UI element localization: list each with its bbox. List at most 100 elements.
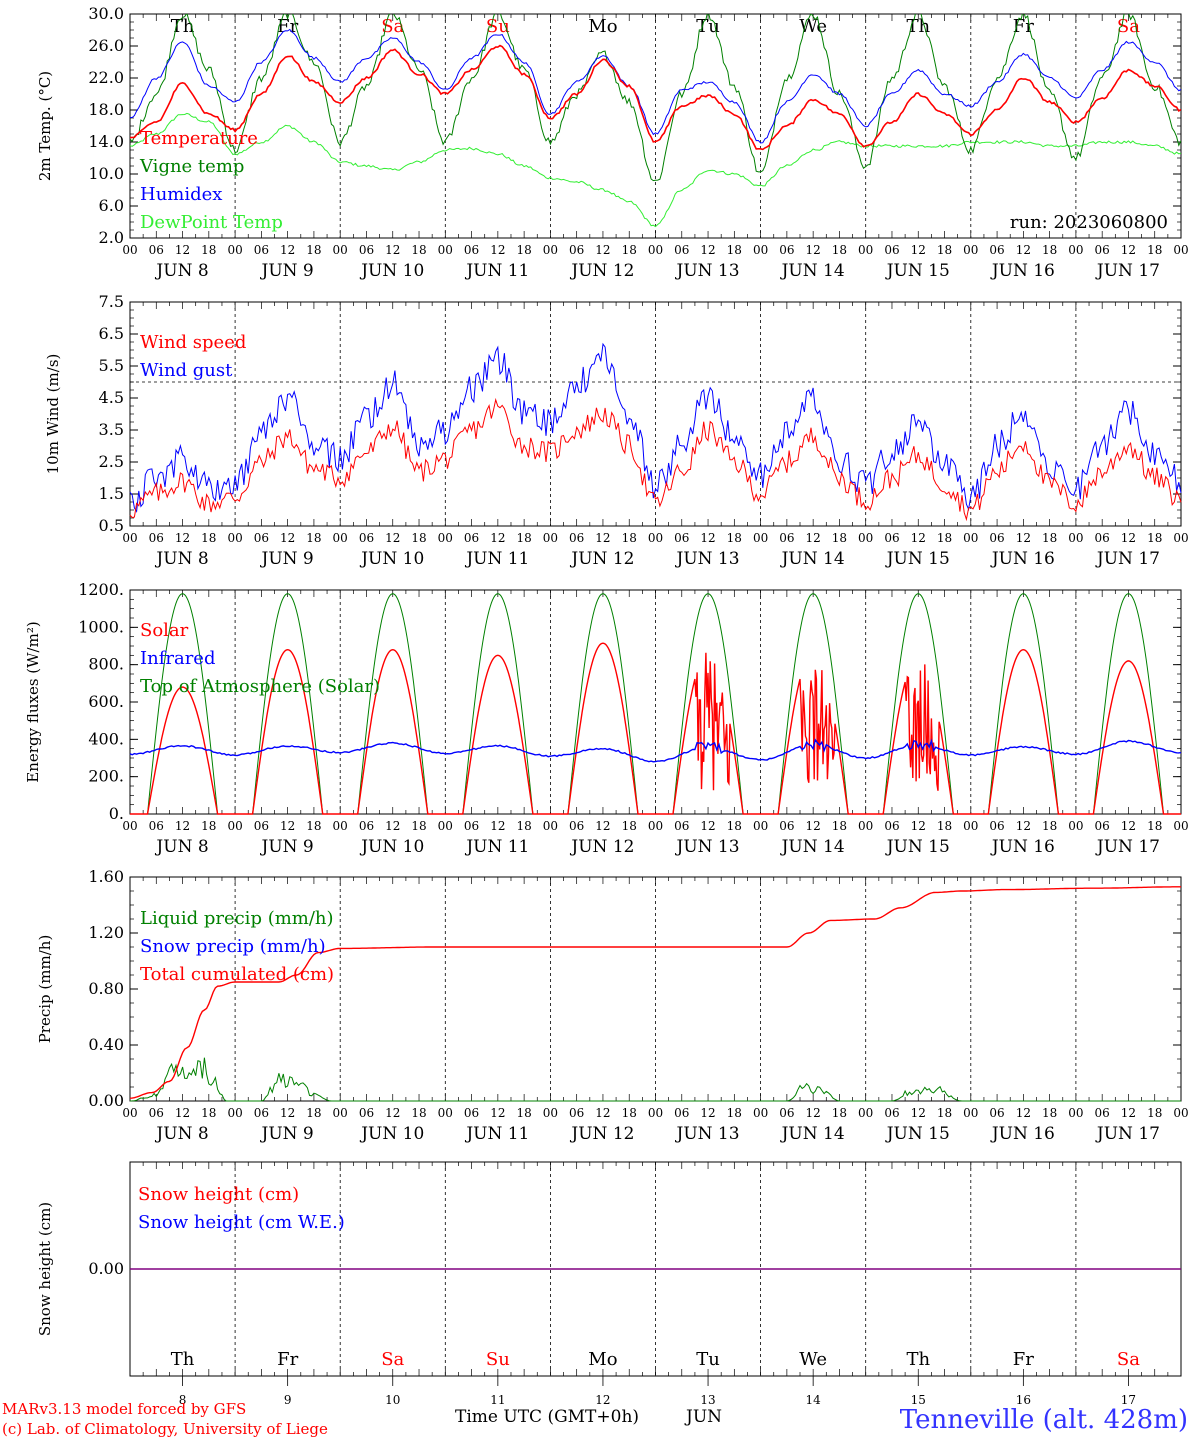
- model-credit: MARv3.13 model forced by GFS: [2, 1400, 246, 1418]
- y-tick-label: 0.5: [99, 516, 124, 535]
- hour-tick-label: 18: [201, 819, 216, 833]
- hour-tick-label: 00: [122, 531, 137, 545]
- hour-tick-label: 12: [595, 531, 610, 545]
- station-name: Tenneville (alt. 428m): [900, 1405, 1188, 1435]
- series-line-wind-speed: [129, 397, 1182, 522]
- hour-tick-label: 00: [438, 819, 453, 833]
- y-tick-label: 0.00: [88, 1259, 124, 1278]
- panel-temperature-grid: [234, 14, 1077, 238]
- hour-tick-label: 18: [727, 819, 742, 833]
- hour-tick-label: 00: [333, 243, 348, 257]
- day-label: JUN 17: [1095, 837, 1160, 857]
- hour-tick-label: 18: [1042, 819, 1057, 833]
- day-number-label: 11: [490, 1393, 505, 1407]
- hour-tick-label: 18: [1042, 243, 1057, 257]
- hour-tick-label: 12: [1016, 1106, 1031, 1120]
- hour-tick-label: 00: [1173, 531, 1188, 545]
- hour-tick-label: 00: [543, 243, 558, 257]
- hour-tick-label: 00: [227, 531, 242, 545]
- hour-tick-label: 18: [937, 819, 952, 833]
- panel-wind-frame: [129, 301, 1182, 527]
- hour-tick-label: 06: [464, 819, 479, 833]
- day-label: JUN 16: [990, 837, 1055, 857]
- hour-tick-label: 12: [385, 531, 400, 545]
- hour-tick-label: 06: [464, 531, 479, 545]
- hour-tick-label: 00: [438, 1106, 453, 1120]
- hour-tick-label: 12: [385, 819, 400, 833]
- legend-snow-height-we: Snow height (cm W.E.): [138, 1212, 345, 1233]
- y-tick-label: 7.5: [99, 292, 124, 311]
- series-line-dewpoint-temp: [130, 112, 1181, 228]
- hour-tick-label: 18: [306, 531, 321, 545]
- hour-tick-label: 06: [779, 1106, 794, 1120]
- panel-snow-weekdays: Th Fr Sa Su Mo Tu We Th Fr Sa: [171, 1349, 1141, 1370]
- y-tick-label: 14.0: [88, 132, 124, 151]
- footer: MARv3.13 model forced by GFS (c) Lab. of…: [2, 1400, 1188, 1438]
- hour-tick-label: 00: [438, 531, 453, 545]
- hour-tick-label: 18: [727, 243, 742, 257]
- panel-wind-grid: [234, 302, 1077, 526]
- hour-tick-label: 06: [779, 531, 794, 545]
- panel-energy-grid: [234, 590, 1077, 814]
- day-label: JUN 16: [990, 261, 1055, 281]
- hour-tick-label: 12: [595, 243, 610, 257]
- hour-tick-label: 12: [806, 243, 821, 257]
- y-tick-label: 5.5: [99, 356, 124, 375]
- hour-tick-label: 06: [989, 531, 1004, 545]
- hour-tick-label: 12: [175, 1106, 190, 1120]
- hour-tick-label: 18: [622, 1106, 637, 1120]
- legend-total-cumulated: Total cumulated (cm): [140, 964, 334, 985]
- hour-tick-label: 06: [989, 1106, 1004, 1120]
- hour-tick-label: 12: [385, 243, 400, 257]
- hour-tick-label: 00: [753, 1106, 768, 1120]
- day-number-label: 13: [700, 1393, 715, 1407]
- y-tick-label: 2.5: [99, 452, 124, 471]
- hour-tick-label: 00: [543, 531, 558, 545]
- hour-tick-label: 12: [806, 531, 821, 545]
- day-label: JUN 13: [675, 837, 740, 857]
- hour-tick-label: 18: [1042, 1106, 1057, 1120]
- hour-tick-label: 06: [359, 531, 374, 545]
- legend-dewpoint: DewPoint Temp: [140, 212, 283, 233]
- series-line-liquid-precip: [129, 1057, 1181, 1102]
- day-number-label: 16: [1016, 1393, 1031, 1407]
- hour-tick-label: 18: [727, 1106, 742, 1120]
- y-tick-label: 1.60: [88, 867, 124, 886]
- hour-tick-label: 06: [359, 819, 374, 833]
- y-tick-label: 600.: [88, 692, 124, 711]
- hour-tick-label: 12: [595, 819, 610, 833]
- hour-tick-label: 00: [753, 531, 768, 545]
- panel-precip-xticks: 00 06 12 18 JUN 8 00 06 12 18 JUN 9 00 06 12 18 JUN 10…: [122, 877, 1189, 1144]
- hour-tick-label: 06: [254, 819, 269, 833]
- series-line-solar: [130, 642, 1181, 815]
- weekday-label: Su: [486, 16, 510, 37]
- y-tick-label: 0.40: [88, 1035, 124, 1054]
- hour-tick-label: 00: [1173, 243, 1188, 257]
- hour-tick-label: 06: [254, 531, 269, 545]
- hour-tick-label: 06: [674, 819, 689, 833]
- hour-tick-label: 06: [884, 243, 899, 257]
- day-label: JUN 10: [359, 1124, 424, 1144]
- hour-tick-label: 06: [1095, 819, 1110, 833]
- hour-tick-label: 18: [622, 819, 637, 833]
- hour-tick-label: 18: [937, 531, 952, 545]
- month-axis-label: JUN: [684, 1407, 722, 1427]
- hour-tick-label: 00: [227, 819, 242, 833]
- hour-tick-label: 18: [201, 243, 216, 257]
- hour-tick-label: 18: [832, 819, 847, 833]
- panel-precip-grid: [234, 877, 1077, 1101]
- energy-y-axis-label: Energy fluxes (W/m²): [24, 621, 42, 782]
- legend-temperature: Temperature: [140, 128, 258, 149]
- hour-tick-label: 00: [753, 819, 768, 833]
- hour-tick-label: 18: [516, 819, 531, 833]
- day-label: JUN 10: [359, 549, 424, 569]
- hour-tick-label: 06: [779, 243, 794, 257]
- y-tick-label: 1000.: [78, 617, 124, 636]
- day-label: JUN 13: [675, 1124, 740, 1144]
- series-line-temperature: [130, 44, 1181, 151]
- legend-vigne-temp: Vigne temp: [139, 156, 244, 177]
- legend-solar: Solar: [140, 620, 189, 641]
- hour-tick-label: 00: [963, 819, 978, 833]
- hour-tick-label: 06: [464, 243, 479, 257]
- panel-energy-series: [129, 593, 1182, 815]
